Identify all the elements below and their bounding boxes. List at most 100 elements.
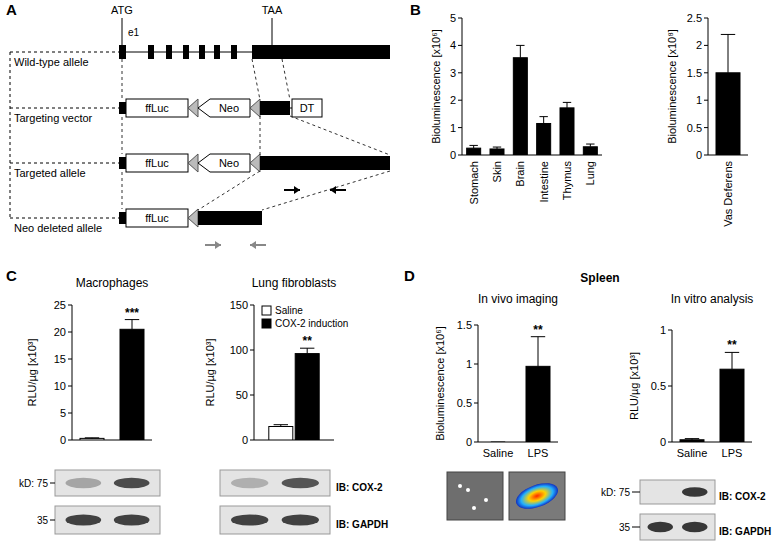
spot: [484, 498, 488, 502]
y-tick-label: 0.5: [651, 380, 666, 392]
y-tick-label: 2: [450, 94, 456, 106]
y-tick-label: 2: [696, 39, 702, 51]
y-tick-label: 1.5: [457, 319, 472, 331]
y-axis-label: Bioluminescence [x10⁶]: [430, 29, 442, 144]
exon: [119, 45, 126, 59]
error-bar: [567, 102, 568, 107]
row-label: Targeted allele: [14, 167, 86, 179]
exon: [183, 45, 189, 59]
error-cap: [469, 145, 477, 146]
bars: [680, 352, 744, 442]
error-cap: [274, 424, 288, 425]
significance: **: [533, 323, 543, 337]
kd-tick: [50, 520, 55, 521]
error-cap: [85, 437, 99, 438]
antibody-label: IB: COX-2: [336, 482, 383, 493]
y-tick-label: 1: [696, 94, 702, 106]
error-bar: [520, 45, 521, 57]
bar: [720, 369, 744, 442]
y-axis: [478, 325, 479, 442]
exon: [166, 45, 172, 59]
x-tick-label: Skin: [491, 161, 503, 182]
blot-strip: [220, 506, 330, 534]
kd-tick: [632, 492, 640, 493]
lox-site: [250, 154, 260, 172]
row-line: [10, 218, 118, 219]
y-tick-label: 5: [60, 407, 66, 419]
exon: [198, 211, 262, 225]
significance: **: [303, 334, 313, 348]
bar: [513, 58, 527, 155]
y-tick: [68, 386, 72, 387]
element-label: Neo: [219, 157, 239, 169]
y-axis: [254, 305, 255, 440]
x-tick-label: Brain: [514, 161, 526, 187]
band: [682, 522, 708, 532]
kd-label: 35: [37, 515, 49, 526]
y-tick-label: 5: [450, 12, 456, 24]
legend-swatch: [262, 306, 271, 315]
x-tick-label: Thymus: [561, 161, 573, 201]
gene-diagram: Wild-type alleleTargeting vectorTargeted…: [10, 4, 390, 249]
group-title: Spleen: [580, 271, 619, 285]
blot: [220, 506, 330, 534]
chart: 00.511.522.5Vas DeferensBioluminescence …: [666, 12, 748, 227]
band: [648, 522, 674, 532]
y-tick-label: 0: [60, 434, 66, 446]
codon-line: [122, 18, 123, 45]
x-tick-label: Intestine: [538, 161, 550, 203]
y-axis: [708, 18, 709, 155]
y-tick: [704, 100, 708, 101]
blot: [55, 470, 160, 496]
chart-title: Lung fibroblasts: [252, 276, 337, 290]
panel-label: C: [6, 267, 17, 284]
chart-title: In vitro analysis: [671, 292, 754, 306]
error-bar: [543, 117, 544, 124]
bar: [269, 427, 293, 441]
exon: [199, 45, 205, 59]
y-tick: [458, 127, 462, 128]
connector: [252, 59, 260, 100]
panel-label: B: [410, 1, 421, 18]
element-label: Neo: [219, 102, 239, 114]
neo-cassette: [198, 99, 250, 117]
lox-site: [188, 209, 198, 227]
y-tick-label: 0: [466, 436, 472, 448]
connector: [290, 116, 390, 155]
chart-title: Macrophages: [76, 276, 149, 290]
y-tick: [68, 440, 72, 441]
blot: [220, 470, 330, 496]
y-axis-label: RLU/µg [x10³]: [204, 338, 216, 406]
element-label: ffLuc: [145, 212, 169, 224]
y-tick: [668, 386, 672, 387]
x-tick-label: Saline: [483, 447, 514, 459]
chart: 012345StomachSkinBrainIntestineThymusLun…: [430, 12, 602, 204]
legend-label: Saline: [275, 305, 303, 316]
luciferase: [126, 154, 188, 172]
chart: 050100150Lung fibroblastsRLU/µg [x10³]**…: [204, 276, 348, 446]
band: [114, 478, 150, 488]
neo-cassette: [198, 154, 250, 172]
primer-arrow-head: [250, 241, 256, 249]
y-tick-label: 10: [54, 380, 66, 392]
exon: [119, 212, 126, 224]
y-tick-label: 0.5: [687, 122, 702, 134]
bars: [491, 337, 550, 442]
bar: [490, 149, 504, 155]
row-label: Neo deleted allele: [14, 222, 102, 234]
exon-label: e1: [128, 27, 140, 38]
y-tick-label: 20: [54, 326, 66, 338]
exon: [260, 156, 390, 170]
kd-label: 35: [619, 522, 631, 533]
exon: [231, 45, 237, 59]
y-tick: [704, 72, 708, 73]
bar: [716, 73, 740, 155]
y-tick-label: 1: [660, 324, 666, 336]
y-tick: [704, 18, 708, 19]
bracket: [10, 52, 11, 218]
bar: [120, 329, 144, 440]
signal: [513, 478, 562, 514]
blot-strip: [640, 480, 715, 504]
y-tick: [704, 155, 708, 156]
blot: [640, 514, 715, 540]
